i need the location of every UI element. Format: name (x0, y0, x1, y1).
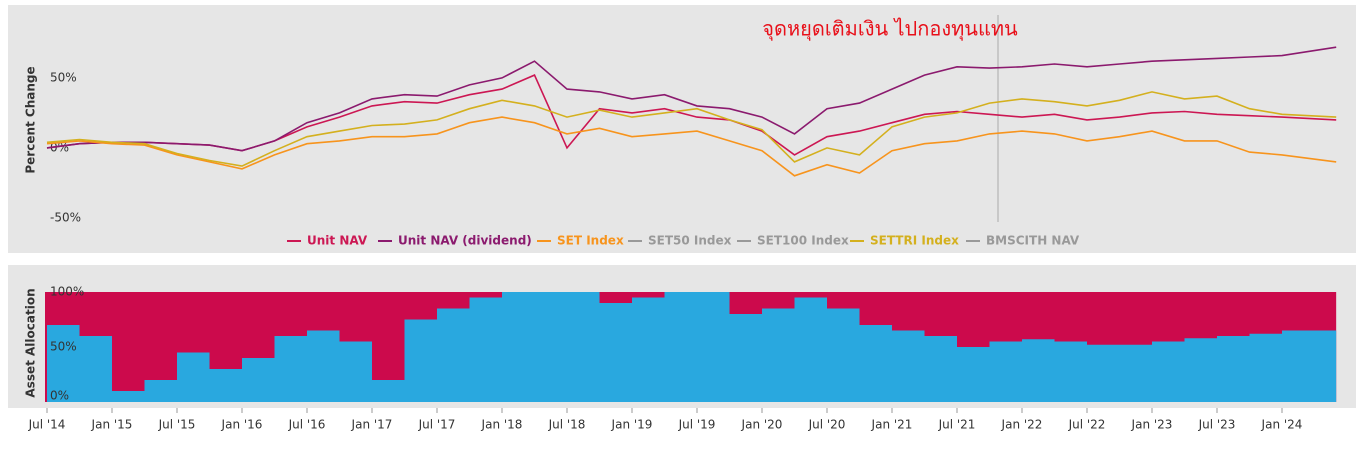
y-axis-label: Asset Allocation (24, 288, 38, 397)
y-tick-label: 0% (50, 140, 69, 154)
x-tick-label: Jan '20 (741, 418, 783, 432)
annotation: จุดหยุดเติมเงิน ไปกองทุนแทน (762, 17, 1018, 42)
x-tick-label: Jan '18 (481, 418, 523, 432)
x-tick-label: Jan '17 (351, 418, 393, 432)
line (46, 91, 1337, 167)
x-tick-label: Jan '15 (91, 418, 133, 432)
top-panel (8, 5, 1356, 253)
legend-label: Unit NAV (dividend) (398, 234, 532, 248)
y-tick-label: 100% (50, 285, 84, 299)
x-tick-label: Jan '21 (871, 418, 913, 432)
y-axis-label: Percent Change (24, 66, 38, 173)
x-tick-label: Jul '18 (548, 418, 586, 432)
x-tick-label: Jul '15 (158, 418, 196, 432)
x-tick-label: Jan '24 (1261, 418, 1303, 432)
line (46, 46, 1337, 152)
y-tick-label: -50% (50, 210, 81, 224)
x-tick-label: Jan '19 (611, 418, 653, 432)
legend-label: SET100 Index (757, 234, 849, 248)
x-tick-label: Jul '22 (1068, 418, 1106, 432)
legend-label: SET50 Index (648, 234, 732, 248)
x-tick-label: Jul '20 (808, 418, 846, 432)
y-tick-label: 50% (50, 70, 77, 84)
x-tick-label: Jul '16 (288, 418, 326, 432)
x-tick-label: Jul '19 (678, 418, 716, 432)
legend-label: SET Index (557, 234, 624, 248)
legend-label: Unit NAV (307, 234, 368, 248)
area (47, 292, 1337, 402)
x-tick-label: Jul '17 (418, 418, 456, 432)
x-tick-label: Jul '14 (28, 418, 66, 432)
y-tick-label: 50% (50, 340, 77, 354)
x-tick-label: Jan '23 (1131, 418, 1173, 432)
x-tick-label: Jul '23 (1198, 418, 1236, 432)
x-tick-label: Jan '16 (221, 418, 263, 432)
line (46, 116, 1337, 177)
x-tick-label: Jul '21 (938, 418, 976, 432)
legend-label: SETTRI Index (870, 234, 959, 248)
x-tick-label: Jan '22 (1001, 418, 1043, 432)
legend-label: BMSCITH NAV (986, 234, 1080, 248)
y-tick-label: 0% (50, 389, 69, 403)
